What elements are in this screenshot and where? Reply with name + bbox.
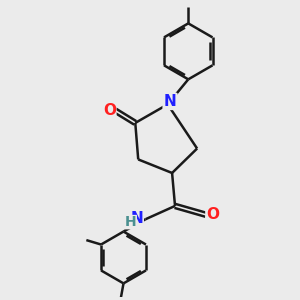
Text: H: H [125,215,137,229]
Text: N: N [164,94,176,109]
Text: O: O [206,207,219,222]
Text: N: N [130,211,143,226]
Text: O: O [103,103,116,118]
